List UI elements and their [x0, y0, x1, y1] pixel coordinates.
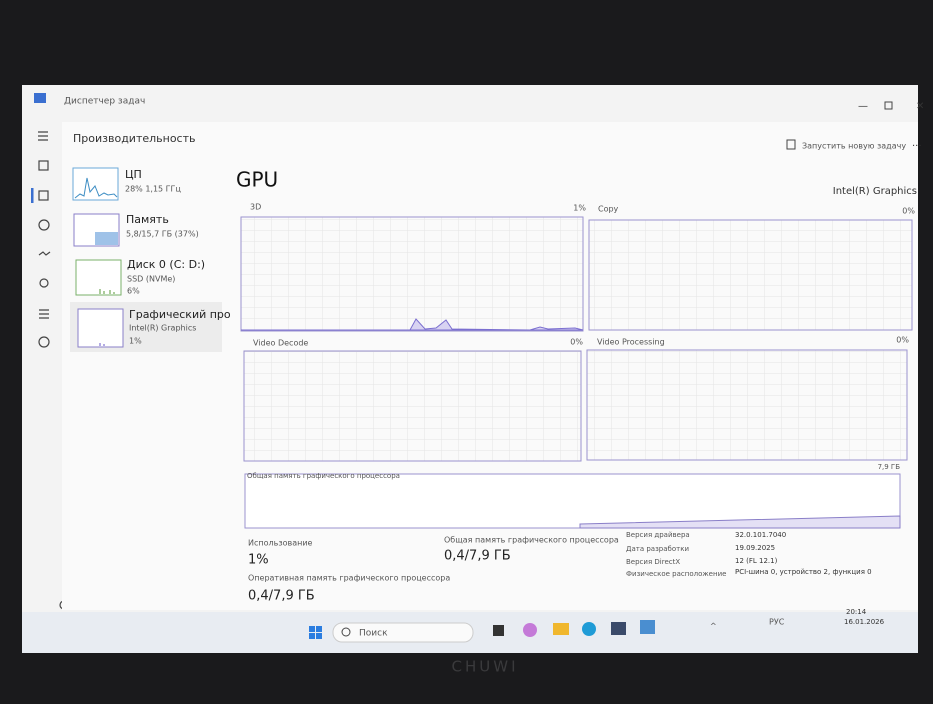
sidebar-name[interactable]: Память — [126, 213, 169, 226]
property-label: Физическое расположение — [626, 570, 726, 578]
memory-graph-max: 7,9 ГБ — [878, 463, 901, 471]
sidebar-name[interactable]: ЦП — [125, 168, 142, 181]
sidebar-detail: 1% — [129, 337, 142, 346]
sidebar-thumbs — [72, 167, 124, 348]
memory-graph-line — [579, 515, 901, 529]
graph-copy — [588, 219, 913, 331]
search-icon — [341, 627, 351, 637]
stat-value: 0,4/7,9 ГБ — [248, 589, 315, 604]
graph-video-decode — [243, 350, 582, 462]
memory-graph-label: Общая память графического процессора — [247, 472, 400, 480]
graph-label: Copy — [598, 205, 619, 214]
app-copilot[interactable] — [523, 623, 537, 637]
brand-logo: CHUWI — [452, 658, 519, 676]
close-button[interactable]: ✕ — [916, 101, 924, 112]
stat-label: Оперативная память графического процессо… — [248, 574, 450, 583]
property-label: Версия DirectX — [626, 558, 680, 566]
sidebar-detail: 6% — [127, 287, 140, 296]
maximize-button[interactable] — [884, 101, 893, 110]
stat-label: Использование — [248, 539, 313, 548]
tray-language[interactable]: РУС — [769, 618, 785, 627]
property-value: 12 (FL 12.1) — [735, 557, 778, 565]
app-explorer[interactable] — [553, 623, 569, 635]
graph-value: 0% — [902, 207, 915, 216]
nav-history[interactable] — [38, 219, 50, 231]
properties: Версия драйвера 32.0.101.7040 Дата разра… — [626, 531, 872, 578]
nav-details[interactable] — [39, 309, 49, 319]
page-title: Производительность — [73, 132, 196, 145]
graph-label: 3D — [250, 203, 261, 212]
search-box[interactable] — [332, 622, 474, 643]
nav-users[interactable] — [39, 278, 49, 288]
property-label: Дата разработки — [626, 545, 689, 553]
nav-startup[interactable] — [38, 251, 51, 256]
run-task-button[interactable]: Запустить новую задачу — [802, 142, 906, 151]
minimize-button[interactable]: — — [858, 101, 868, 112]
gpu-model: Intel(R) Graphics — [833, 186, 917, 197]
stat-value: 0,4/7,9 ГБ — [444, 549, 511, 564]
menu-button[interactable] — [38, 131, 48, 141]
sidebar-name[interactable]: Диск 0 (C: D:) — [127, 258, 205, 271]
app-taskmanager[interactable] — [640, 620, 655, 634]
sidebar-detail: Intel(R) Graphics — [129, 324, 196, 333]
graph-video-processing — [586, 349, 908, 461]
tray-chevron[interactable]: ^ — [710, 622, 717, 631]
graph-value: 0% — [896, 336, 909, 345]
graph-label: Video Processing — [597, 338, 665, 347]
sidebar-name[interactable]: Графический про — [129, 308, 231, 321]
property-label: Версия драйвера — [626, 531, 690, 539]
stat-label: Общая память графического процессора — [444, 536, 619, 545]
tray-date[interactable]: 16.01.2026 — [844, 618, 885, 626]
app-store[interactable] — [611, 622, 626, 635]
search-placeholder: Поиск — [359, 629, 388, 639]
taskbar-apps — [493, 620, 655, 637]
gpu-title: GPU — [236, 168, 278, 192]
app-icon — [34, 93, 46, 103]
run-task-icon — [786, 139, 796, 150]
nav-indicator — [31, 188, 34, 203]
app-edge[interactable] — [582, 622, 596, 636]
sidebar-detail: 28% 1,15 ГГц — [125, 185, 181, 194]
nav-processes[interactable] — [38, 160, 49, 171]
sidebar-detail: 5,8/15,7 ГБ (37%) — [126, 230, 199, 239]
property-value: 32.0.101.7040 — [735, 531, 786, 539]
property-value: 19.09.2025 — [735, 544, 775, 552]
graph-value: 0% — [570, 338, 583, 347]
window-title: Диспетчер задач — [64, 97, 145, 107]
graph-3d-line — [241, 318, 584, 331]
nav-rail — [38, 131, 69, 610]
graph-value: 1% — [573, 204, 586, 213]
more-button[interactable]: ··· — [912, 141, 922, 152]
graph-label: Video Decode — [253, 339, 308, 348]
tray-time[interactable]: 20:14 — [846, 608, 867, 616]
nav-services[interactable] — [38, 336, 50, 348]
app-taskview[interactable] — [493, 625, 504, 636]
stat-value: 1% — [248, 553, 269, 568]
start-button[interactable] — [309, 626, 322, 639]
graph-3d — [240, 216, 584, 332]
sidebar-detail: SSD (NVMe) — [127, 275, 175, 284]
nav-performance[interactable] — [38, 190, 49, 201]
property-value: PCI-шина 0, устройство 2, функция 0 — [735, 568, 872, 576]
